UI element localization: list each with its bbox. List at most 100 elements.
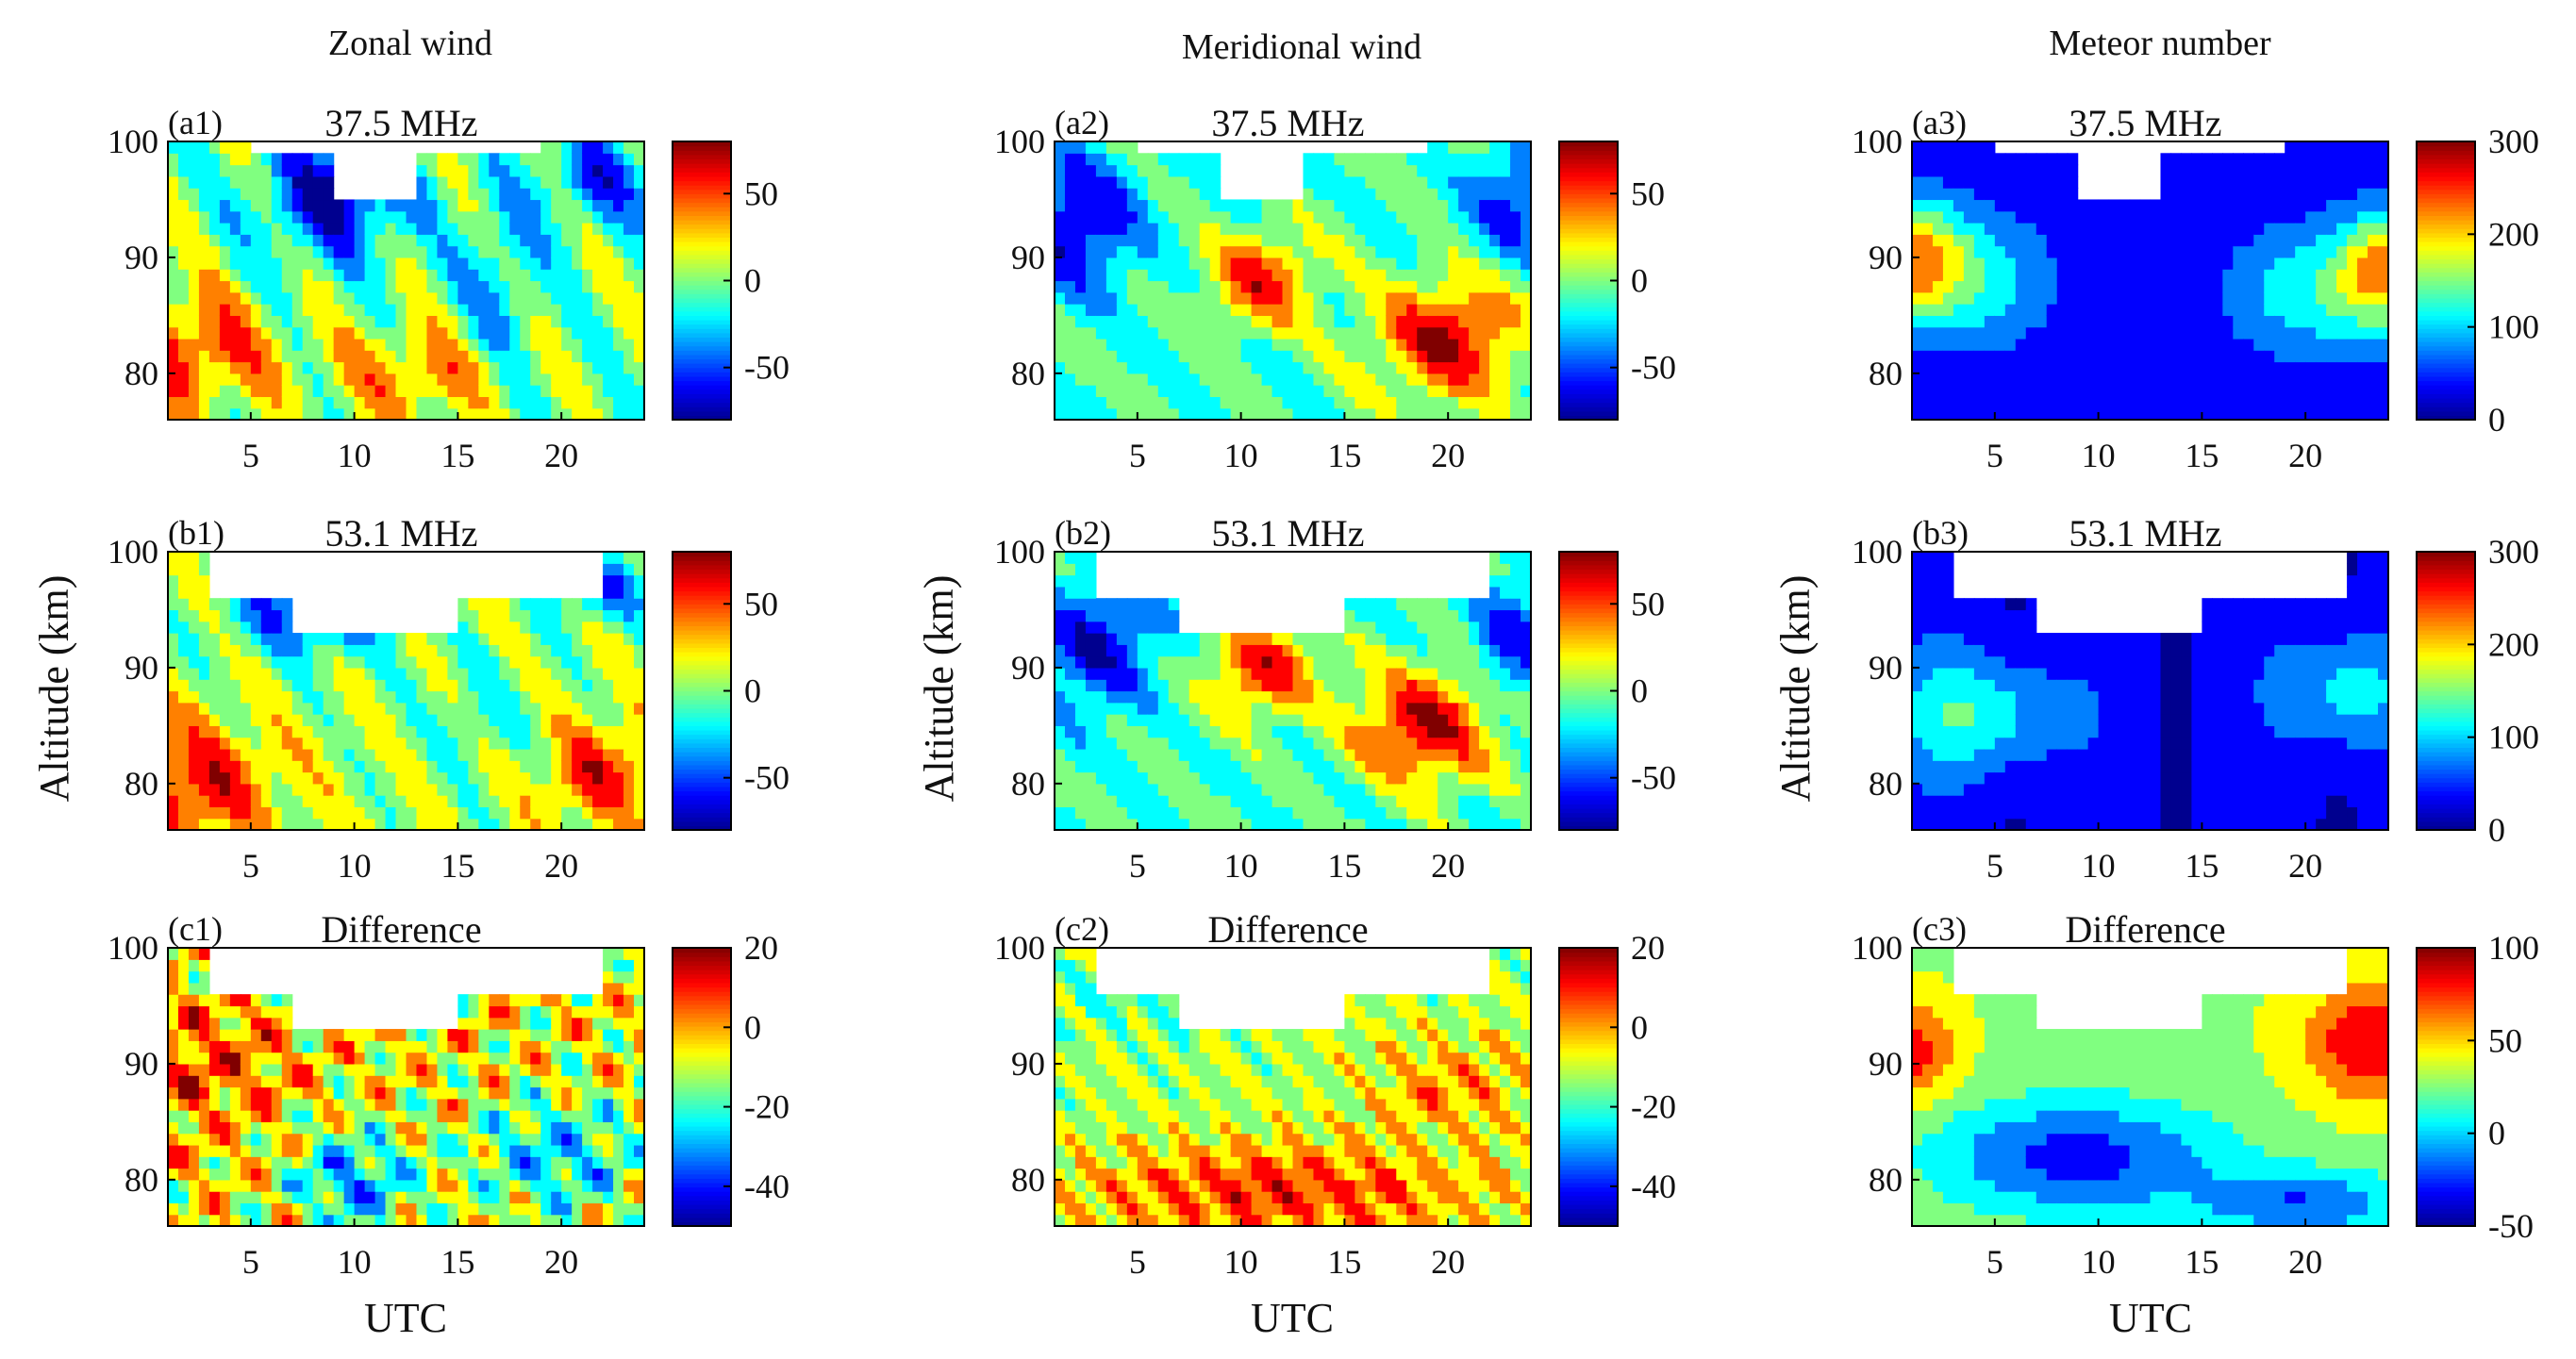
heatmap-cell: [219, 806, 231, 820]
heatmap-cell: [177, 223, 190, 235]
heatmap-cell: [1365, 269, 1376, 282]
heatmap-cell: [2316, 315, 2327, 328]
heatmap-cell: [1489, 280, 1501, 293]
heatmap-cell: [1271, 771, 1284, 785]
colorbar-segment: [1559, 158, 1618, 164]
heatmap-cell: [1282, 291, 1294, 305]
heatmap-cell: [177, 164, 190, 177]
heatmap-cell: [2305, 396, 2317, 409]
heatmap-cell: [208, 783, 221, 796]
heatmap-cell: [499, 269, 510, 282]
heatmap-cell: [333, 714, 345, 726]
heatmap-cell: [1168, 269, 1180, 282]
heatmap-cell: [1406, 199, 1418, 212]
heatmap-cell: [623, 141, 635, 154]
heatmap-cell: [291, 771, 304, 785]
heatmap-cell: [1209, 164, 1222, 177]
heatmap-cell: [478, 760, 490, 773]
heatmap-cell: [2233, 373, 2244, 386]
heatmap-cell: [1064, 795, 1076, 808]
heatmap-cell: [2160, 361, 2172, 374]
heatmap-cell: [177, 153, 190, 166]
heatmap-cell: [2357, 210, 2368, 224]
heatmap-cell: [323, 633, 335, 645]
heatmap-cell: [240, 702, 252, 715]
heatmap-cell: [312, 234, 324, 247]
heatmap-cell: [198, 818, 210, 830]
heatmap-cell: [198, 795, 210, 808]
heatmap-cell: [1479, 396, 1490, 409]
heatmap-cell: [1116, 291, 1128, 305]
heatmap-cell: [2150, 257, 2162, 270]
heatmap-cell: [208, 245, 221, 258]
heatmap-cell: [1344, 164, 1355, 177]
heatmap-cell: [1500, 280, 1511, 293]
heatmap-cell: [416, 210, 428, 224]
heatmap-cell: [1344, 385, 1355, 398]
heatmap-cell: [1199, 725, 1211, 738]
heatmap-cell: [2316, 280, 2327, 293]
heatmap-cell: [260, 609, 273, 622]
heatmap-cell: [1188, 164, 1201, 177]
heatmap-cell: [561, 667, 573, 680]
heatmap-cell: [1055, 188, 1066, 201]
heatmap-cell: [1220, 304, 1232, 316]
heatmap-cell: [437, 153, 449, 166]
heatmap-cell: [592, 760, 604, 773]
heatmap-cell: [1147, 245, 1159, 258]
heatmap-cell: [1313, 373, 1325, 386]
heatmap-cell: [1942, 385, 1954, 398]
colorbar-segment: [673, 410, 731, 416]
heatmap-cell: [2170, 153, 2183, 166]
heatmap-cell: [250, 245, 262, 258]
heatmap-cell: [1953, 338, 1965, 351]
heatmap-cell: [1199, 795, 1211, 808]
heatmap-cell: [240, 257, 252, 270]
heatmap-cell: [2036, 338, 2048, 351]
heatmap-cell: [613, 737, 624, 750]
heatmap-cell: [2326, 350, 2337, 363]
heatmap-cell: [168, 350, 179, 363]
heatmap-cell: [478, 223, 490, 235]
heatmap-cell: [2098, 269, 2110, 282]
heatmap-cell: [188, 210, 200, 224]
heatmap-cell: [1313, 350, 1325, 363]
colorbar-segment: [1559, 207, 1618, 212]
heatmap-cell: [1396, 199, 1407, 212]
heatmap-cell: [2004, 223, 2017, 235]
heatmap-cell: [250, 269, 262, 282]
heatmap-cell: [1085, 175, 1097, 189]
heatmap-cell: [1199, 690, 1211, 704]
heatmap-cell: [385, 771, 397, 785]
heatmap-cell: [1963, 210, 1975, 224]
heatmap-cell: [1365, 679, 1376, 692]
heatmap-cell: [406, 702, 418, 715]
heatmap-cell: [250, 818, 262, 830]
heatmap-cell: [333, 245, 345, 258]
heatmap-cell: [374, 223, 387, 235]
heatmap-cell: [613, 702, 624, 715]
heatmap-cell: [540, 806, 552, 820]
heatmap-cell: [1973, 188, 1986, 201]
heatmap-cell: [2004, 245, 2017, 258]
heatmap-cell: [229, 667, 241, 680]
heatmap-cell: [188, 598, 200, 611]
heatmap-cell: [2004, 338, 2017, 351]
heatmap-cell: [2150, 291, 2162, 305]
heatmap-cell: [2326, 280, 2337, 293]
heatmap-cell: [2368, 234, 2379, 247]
heatmap-cell: [1168, 783, 1180, 796]
heatmap-cell: [1354, 760, 1366, 773]
heatmap-cell: [592, 210, 604, 224]
heatmap-cell: [561, 679, 573, 692]
heatmap-cell: [229, 760, 241, 773]
heatmap-cell: [198, 633, 210, 645]
colorbar-segment: [673, 795, 731, 801]
heatmap-cell: [1323, 361, 1336, 374]
heatmap-cell: [1313, 760, 1325, 773]
heatmap-cell: [374, 407, 387, 420]
heatmap-cell: [530, 806, 541, 820]
heatmap-cell: [592, 725, 604, 738]
heatmap-cell: [312, 633, 324, 645]
heatmap-cell: [2191, 164, 2202, 177]
